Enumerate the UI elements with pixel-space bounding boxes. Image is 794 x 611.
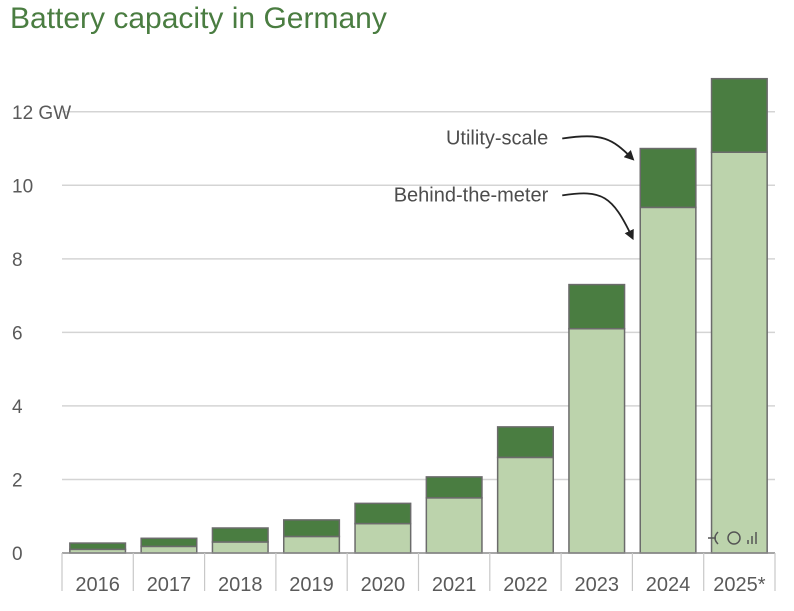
annotation-utility-scale: Utility-scale bbox=[446, 128, 548, 150]
gridlines bbox=[62, 111, 775, 481]
bar-segment-behind-the-meter-2025 bbox=[710, 151, 768, 554]
x-tick-label: 2017 bbox=[147, 574, 192, 596]
bar-segment-behind-the-meter-2017 bbox=[140, 545, 198, 554]
x-axis: 2016 2017 2018 2019 2020 2021 2022 2023 2024 2025… bbox=[61, 552, 776, 596]
annotation-behind-the-meter: Behind-the-meter bbox=[394, 184, 549, 206]
chart-title: Battery capacity in Germany bbox=[10, 2, 387, 35]
bar-segment-utility-scale-2025 bbox=[710, 77, 768, 153]
bar-segment-utility-scale-2020 bbox=[354, 502, 412, 525]
x-tick-label: 2025* bbox=[713, 574, 765, 596]
annotation-arrow bbox=[562, 192, 634, 241]
bar-segment-utility-scale-2023 bbox=[568, 283, 626, 330]
bar-segment-behind-the-meter-2019 bbox=[282, 535, 341, 554]
y-tick-label: 6 bbox=[12, 323, 23, 344]
y-tick-label: 2 bbox=[12, 470, 23, 491]
bar-segment-utility-scale-2018 bbox=[211, 527, 269, 543]
bar-segment-utility-scale-2021 bbox=[425, 476, 483, 499]
y-tick-label: 10 bbox=[12, 176, 33, 197]
x-tick-label: 2019 bbox=[289, 574, 334, 596]
y-tick-label: 8 bbox=[12, 250, 23, 271]
y-axis-ticks: 0 2 4 6 8 10 12 GW bbox=[12, 103, 71, 565]
bar-segment-utility-scale-2022 bbox=[496, 426, 555, 459]
bar-segment-behind-the-meter-2021 bbox=[425, 497, 483, 554]
annotation-arrow bbox=[562, 135, 635, 161]
bar-segment-behind-the-meter-2024 bbox=[639, 206, 697, 554]
y-tick-label: 12 GW bbox=[12, 103, 71, 124]
x-tick-label: 2021 bbox=[432, 574, 477, 596]
bar-segment-behind-the-meter-2022 bbox=[496, 456, 555, 554]
bar-segment-utility-scale-2017 bbox=[140, 537, 198, 548]
bars bbox=[69, 77, 768, 554]
y-tick-label: 4 bbox=[12, 397, 23, 418]
x-tick-label: 2023 bbox=[575, 574, 620, 596]
x-tick-label: 2016 bbox=[75, 574, 120, 596]
bar-segment-behind-the-meter-2023 bbox=[568, 327, 626, 554]
bar-segment-behind-the-meter-2020 bbox=[354, 522, 412, 554]
annotations: Utility-scale Behind-the-meter bbox=[394, 128, 635, 241]
bar-segment-utility-scale-2024 bbox=[639, 147, 697, 209]
x-tick-label: 2018 bbox=[218, 574, 263, 596]
y-tick-label: 0 bbox=[12, 544, 23, 565]
bar-segment-utility-scale-2019 bbox=[282, 519, 341, 538]
bar-segment-utility-scale-2016 bbox=[69, 542, 127, 551]
x-tick-label: 2020 bbox=[361, 574, 406, 596]
logo-icon bbox=[708, 531, 757, 545]
x-tick-label: 2022 bbox=[503, 574, 548, 596]
bar-segment-behind-the-meter-2018 bbox=[211, 541, 269, 554]
x-tick-label: 2024 bbox=[646, 574, 691, 596]
